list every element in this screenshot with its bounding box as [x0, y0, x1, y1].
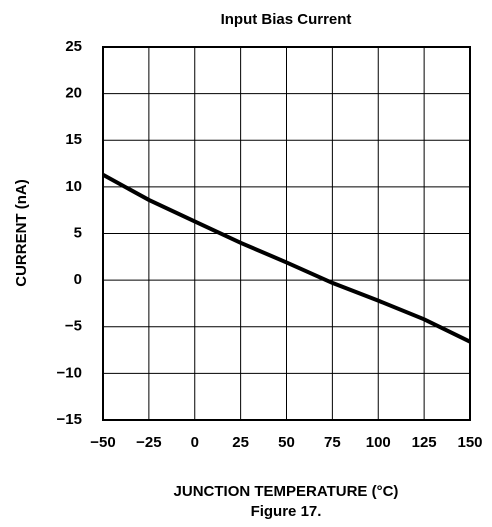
y-tick-label: −10 — [57, 364, 82, 381]
y-tick-label: −5 — [65, 318, 82, 335]
x-axis-label: JUNCTION TEMPERATURE (°C) — [174, 483, 399, 500]
x-tick-label: −50 — [90, 434, 115, 451]
caption: Figure 17. — [251, 503, 322, 520]
plot-frame — [102, 46, 471, 421]
x-tick-label: 150 — [457, 434, 482, 451]
data-line — [102, 172, 471, 344]
y-tick-label: 25 — [65, 38, 82, 55]
x-tick-label: −25 — [136, 434, 161, 451]
x-tick-label: 50 — [278, 434, 295, 451]
y-tick-label: 5 — [74, 224, 82, 241]
x-tick-label: 0 — [191, 434, 199, 451]
x-tick-label: 100 — [366, 434, 391, 451]
y-tick-label: −15 — [57, 411, 82, 428]
y-tick-label: 20 — [65, 85, 82, 102]
y-tick-label: 0 — [74, 271, 82, 288]
y-tick-label: 15 — [65, 131, 82, 148]
chart-title: Input Bias Current — [221, 11, 352, 28]
x-tick-label: 25 — [232, 434, 249, 451]
y-axis-label: CURRENT (nA) — [13, 179, 30, 286]
x-tick-label: 125 — [412, 434, 437, 451]
y-tick-label: 10 — [65, 178, 82, 195]
x-tick-label: 75 — [324, 434, 341, 451]
